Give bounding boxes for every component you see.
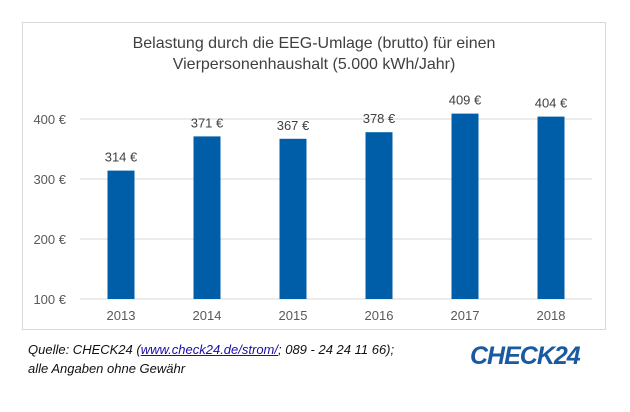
x-tick-label: 2015	[279, 308, 308, 323]
y-tick-label: 400 €	[33, 112, 66, 127]
title-line-1: Belastung durch die EEG-Umlage (brutto) …	[132, 35, 496, 52]
x-tick-label: 2018	[537, 308, 566, 323]
bar-2016	[365, 132, 393, 299]
check24-logo: CHECK24	[470, 342, 581, 370]
source-prefix: Quelle: CHECK24 (	[28, 342, 141, 357]
source-note: Quelle: CHECK24 (www.check24.de/strom/; …	[28, 342, 394, 357]
data-label: 371 €	[191, 115, 224, 130]
data-label: 404 €	[535, 96, 568, 111]
bar-2017	[451, 113, 479, 299]
x-tick-label: 2014	[193, 308, 222, 323]
data-label: 378 €	[363, 111, 396, 126]
source-link[interactable]: www.check24.de/strom/	[140, 342, 278, 357]
bar-2018	[537, 116, 565, 299]
y-tick-label: 100 €	[33, 292, 66, 307]
data-label: 367 €	[277, 118, 310, 133]
y-tick-label: 300 €	[33, 172, 66, 187]
data-label: 409 €	[449, 93, 482, 108]
chart-title: Belastung durch die EEG-Umlage (brutto) …	[22, 33, 606, 75]
bar-2015	[279, 138, 307, 299]
x-tick-label: 2013	[107, 308, 136, 323]
title-line-2: Vierpersonenhaushalt (5.000 kWh/Jahr)	[172, 56, 456, 73]
bar-2014	[193, 136, 221, 299]
x-tick-label: 2017	[451, 308, 480, 323]
data-label: 314 €	[105, 150, 138, 165]
y-tick-label: 200 €	[33, 232, 66, 247]
chart-frame	[22, 22, 606, 330]
x-tick-label: 2016	[365, 308, 394, 323]
disclaimer: alle Angaben ohne Gewähr	[28, 361, 186, 376]
bar-2013	[107, 170, 135, 299]
source-suffix: ; 089 - 24 24 11 66);	[278, 342, 395, 357]
